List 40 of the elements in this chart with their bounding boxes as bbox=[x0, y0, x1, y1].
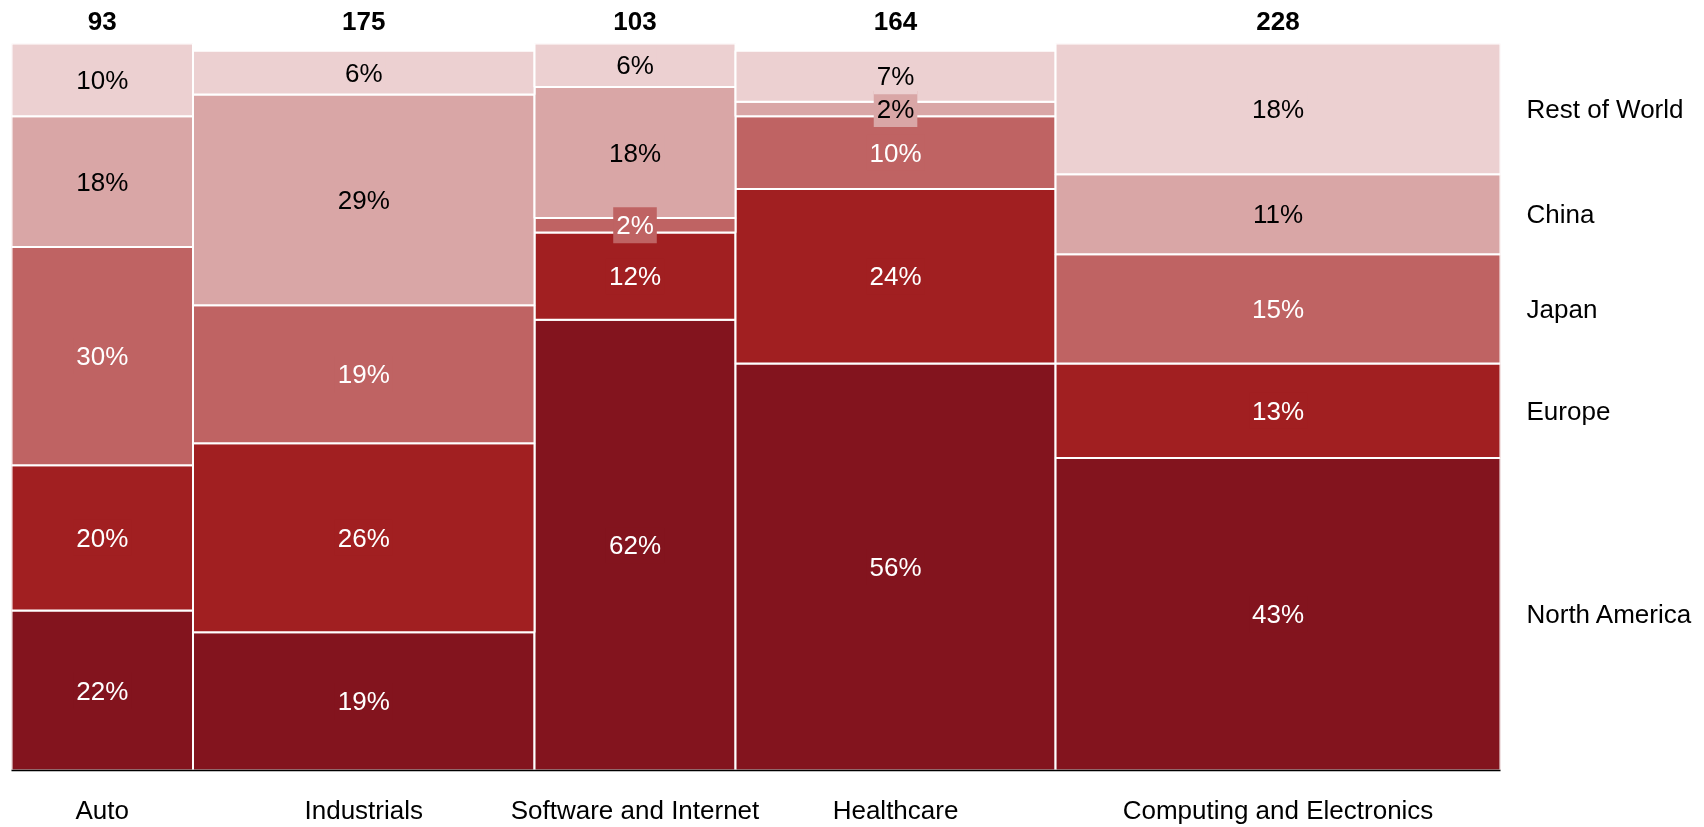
category-label: Computing and Electronics bbox=[1122, 794, 1434, 825]
data-label: 7% bbox=[876, 61, 915, 92]
data-label: 18% bbox=[76, 166, 129, 197]
data-label: 6% bbox=[616, 50, 654, 81]
data-label: 56% bbox=[869, 551, 922, 582]
data-label: 13% bbox=[1252, 395, 1305, 426]
data-label: 164 bbox=[873, 5, 918, 36]
data-label: 29% bbox=[337, 184, 390, 215]
series-label: Rest of World bbox=[1526, 93, 1684, 124]
data-label: 18% bbox=[1252, 93, 1305, 124]
data-label: 62% bbox=[608, 530, 662, 561]
data-label: 2% bbox=[616, 210, 654, 241]
data-label: 228 bbox=[1256, 5, 1300, 36]
data-label: 15% bbox=[1252, 293, 1305, 324]
category-label: Auto bbox=[75, 794, 129, 825]
data-label: 24% bbox=[869, 261, 922, 292]
data-label: 19% bbox=[337, 359, 390, 390]
series-label: Europe bbox=[1526, 395, 1611, 426]
data-label: 20% bbox=[76, 522, 129, 553]
data-label: 10% bbox=[76, 64, 129, 95]
category-label: Software and Internet bbox=[510, 794, 761, 825]
series-label: Japan bbox=[1526, 293, 1598, 324]
data-label: 175 bbox=[342, 5, 386, 36]
data-label: 19% bbox=[337, 686, 390, 717]
category-label: Healthcare bbox=[832, 794, 959, 825]
data-label: 2% bbox=[876, 93, 915, 124]
data-label: 11% bbox=[1252, 199, 1304, 230]
data-label: 10% bbox=[869, 137, 922, 168]
data-label: 103 bbox=[613, 5, 657, 36]
data-label: 43% bbox=[1252, 599, 1305, 630]
data-label: 12% bbox=[608, 261, 662, 292]
data-label: 6% bbox=[344, 57, 383, 88]
data-label: 22% bbox=[76, 675, 129, 706]
data-label: 93 bbox=[87, 5, 117, 36]
data-label: 26% bbox=[337, 522, 390, 553]
category-label: Industrials bbox=[304, 794, 423, 825]
series-label: North America bbox=[1526, 599, 1692, 630]
series-label: China bbox=[1526, 199, 1595, 230]
data-label: 30% bbox=[76, 341, 129, 372]
data-label: 18% bbox=[608, 137, 662, 168]
